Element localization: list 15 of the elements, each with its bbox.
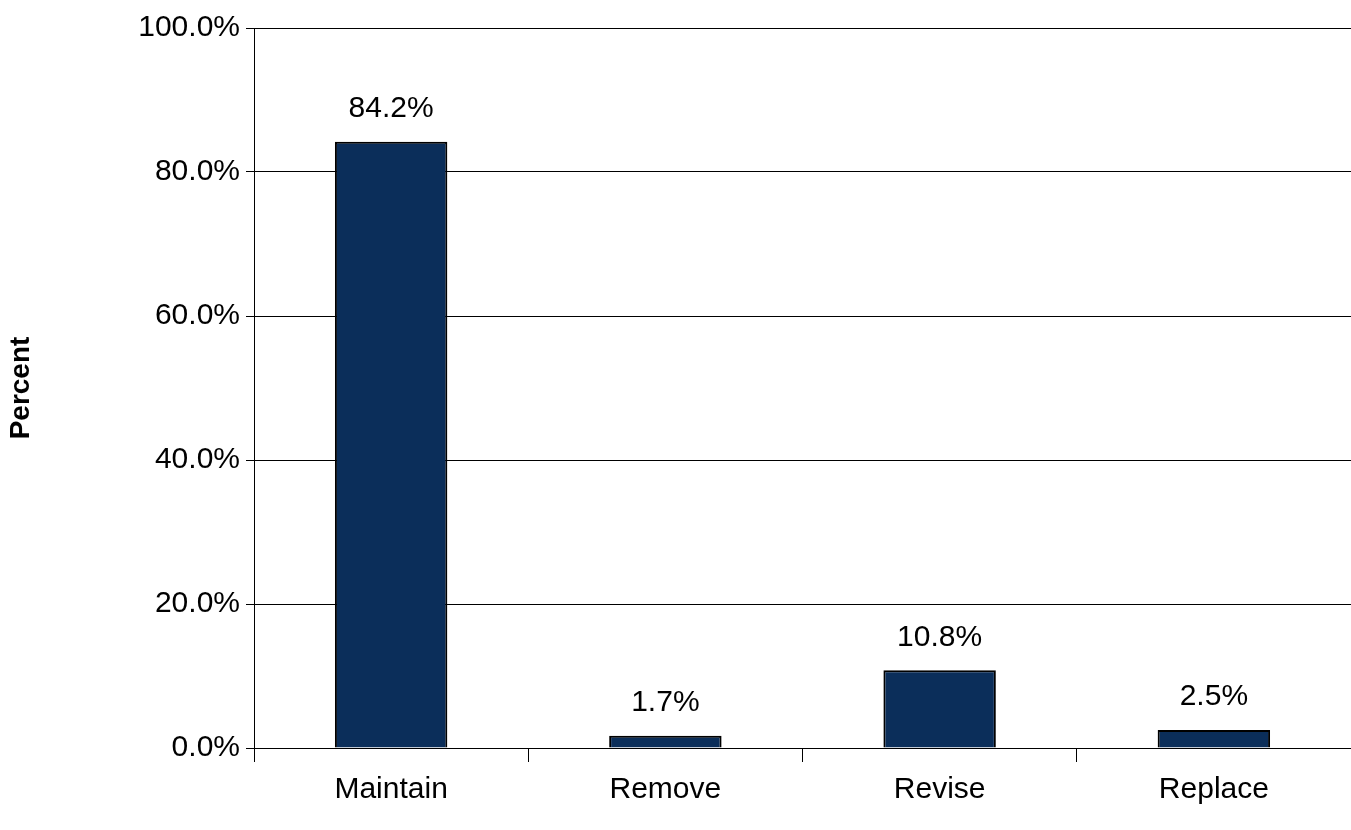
data-label: 1.7% <box>631 684 700 718</box>
x-tick-label: Revise <box>893 771 986 805</box>
data-label: 84.2% <box>348 90 434 124</box>
x-tick-label: Replace <box>1158 771 1269 805</box>
y-tick-label: 60.0% <box>154 297 240 331</box>
y-tick-label: 20.0% <box>154 585 240 619</box>
y-axis-title: Percent <box>3 336 35 440</box>
data-label: 2.5% <box>1179 678 1249 712</box>
x-tick-label: Remove <box>609 771 722 805</box>
data-label: 10.8% <box>897 618 983 652</box>
x-tick-label: Maintain <box>334 771 448 805</box>
y-tick-label: 100.0% <box>138 9 240 43</box>
y-tick-label: 80.0% <box>154 153 240 187</box>
y-tick-label: 0.0% <box>171 729 240 763</box>
y-tick-label: 40.0% <box>154 441 240 475</box>
